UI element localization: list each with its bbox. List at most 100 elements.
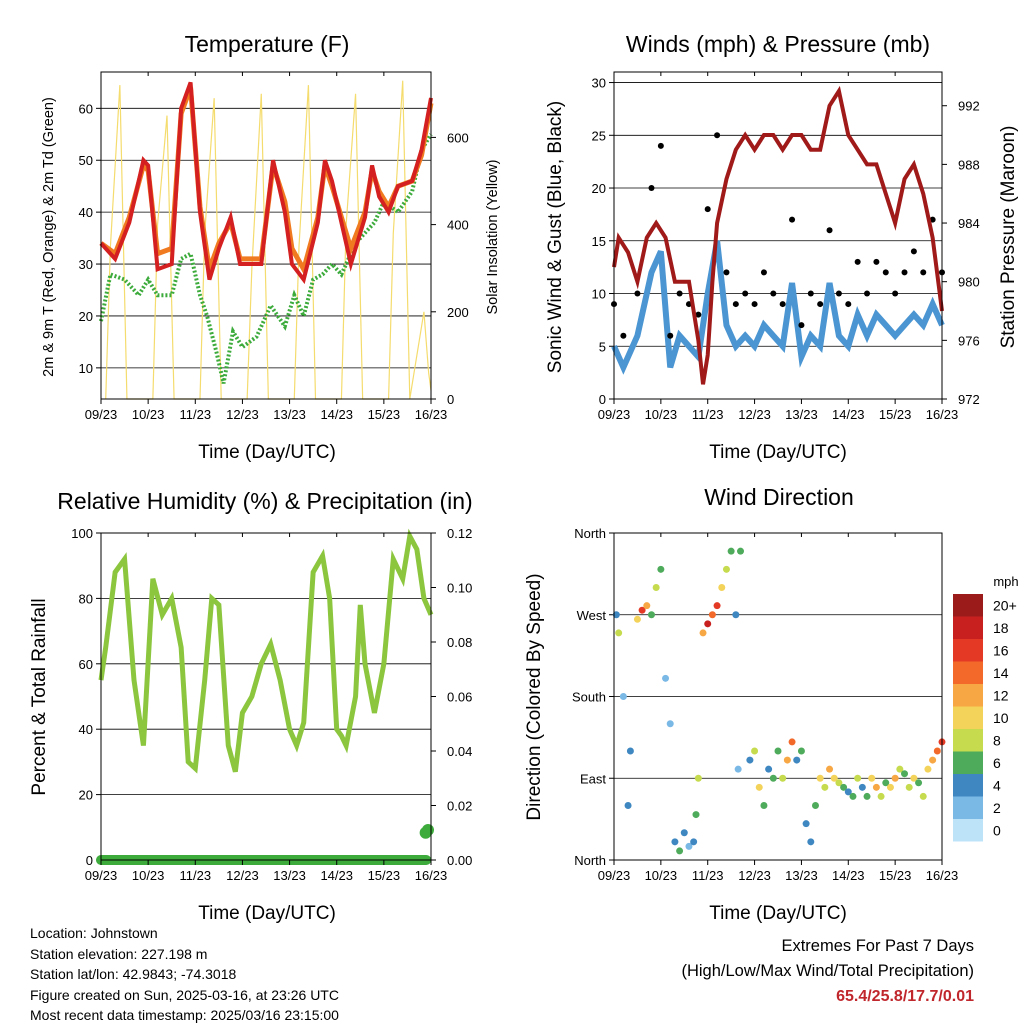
y-tick-label: 20 <box>592 181 606 196</box>
gust-point <box>620 332 627 339</box>
y-tick-label: East <box>580 771 606 786</box>
y-tick-label: 30 <box>592 76 606 91</box>
gust-point <box>676 290 683 297</box>
x-tick-label: 11/23 <box>692 407 724 422</box>
humidity-ylabel-left: Percent & Total Rainfall <box>29 598 50 795</box>
direction-point <box>929 756 937 764</box>
direction-point <box>830 774 838 782</box>
direction-point <box>626 747 634 755</box>
rh-series <box>98 528 434 774</box>
y2-tick-label: 972 <box>958 392 980 407</box>
temperature-ylabel-left: 2m & 9m T (Red, Orange) & 2m Td (Green) <box>41 97 57 377</box>
direction-point <box>685 842 693 850</box>
y-tick-label: 60 <box>79 101 93 116</box>
direction-point <box>666 720 674 728</box>
y2-tick-label: 0.06 <box>447 690 472 705</box>
gust-point <box>657 142 664 149</box>
direction-point <box>765 765 773 773</box>
gust-point <box>667 332 674 339</box>
y-tick-label: 5 <box>599 339 606 354</box>
colorbar-swatch <box>953 684 983 707</box>
precip-point <box>422 824 434 837</box>
y-tick-label: 15 <box>592 234 606 249</box>
y2-tick-label: 976 <box>958 333 980 348</box>
direction-point <box>619 693 627 700</box>
temp-2m-series <box>99 81 433 285</box>
direction-point <box>727 547 735 555</box>
y-tick-label: 80 <box>79 591 93 606</box>
gust-point <box>807 290 814 297</box>
y-tick-label: 0 <box>86 853 93 868</box>
x-tick-label: 15/23 <box>368 868 401 883</box>
gust-point <box>695 311 702 318</box>
x-tick-label: 14/23 <box>320 407 353 422</box>
x-tick-label: 11/23 <box>179 407 211 422</box>
direction-point <box>699 629 707 637</box>
direction-point <box>737 547 745 555</box>
gust-point <box>732 301 739 308</box>
direction-point <box>779 774 787 782</box>
gust-point <box>798 322 805 329</box>
latest-timestamp: Most recent data timestamp: 2025/03/16 2… <box>30 1007 339 1023</box>
gust-point <box>826 227 833 234</box>
y-tick-label: 0 <box>599 392 606 407</box>
y-tick-label: 10 <box>592 287 606 302</box>
x-tick-label: 10/23 <box>132 868 165 883</box>
colorbar-swatch <box>953 819 983 842</box>
gust-point <box>873 258 880 265</box>
x-tick-label: 15/23 <box>368 407 401 422</box>
y-tick-label: 40 <box>79 722 93 737</box>
direction-point <box>657 565 665 573</box>
x-tick-label: 12/23 <box>738 407 771 422</box>
y2-tick-label: 0.02 <box>447 799 472 814</box>
speed-colorbar: 20+ 18 16 14 12 10 8 6 4 2 0 <box>953 594 1017 842</box>
direction-point <box>755 783 763 791</box>
winds-xlabel: Time (Day/UTC) <box>709 442 847 463</box>
direction-point <box>676 847 684 855</box>
x-tick-label: 16/23 <box>926 868 959 883</box>
direction-point <box>835 779 843 787</box>
winds-panel: 0 5 10 15 20 25 30 972 976 980 984 988 992 09/23 10/23… <box>592 71 980 422</box>
direction-point <box>751 747 759 755</box>
x-tick-label: 14/23 <box>832 407 865 422</box>
direction-point <box>680 829 688 837</box>
humidity-title: Relative Humidity (%) & Precipitation (i… <box>57 488 472 514</box>
colorbar-label: 4 <box>993 777 1001 793</box>
station-location: Location: Johnstown <box>30 925 158 941</box>
x-tick-label: 10/23 <box>645 868 678 883</box>
colorbar-label: 2 <box>993 800 1001 816</box>
direction-point <box>849 792 857 800</box>
direction-point <box>647 611 655 619</box>
x-tick-label: 15/23 <box>879 868 912 883</box>
direction-point <box>694 774 702 782</box>
direction-point <box>854 774 862 782</box>
humidity-panel: 0 20 40 60 80 100 0.00 0.02 0.04 0.06 0.08 0.10 0.12… <box>71 526 472 883</box>
colorbar-swatch <box>953 639 983 662</box>
gust-point <box>723 269 730 276</box>
temperature-ylabel-right: Solar Insolation (Yellow) <box>485 159 501 314</box>
y2-tick-label: 200 <box>447 305 469 320</box>
x-tick-label: 09/23 <box>598 407 631 422</box>
x-tick-label: 13/23 <box>785 868 818 883</box>
direction-point <box>821 783 829 791</box>
gust-point <box>751 301 758 308</box>
colorbar-label: 14 <box>993 665 1009 681</box>
plot-frame <box>613 532 943 861</box>
station-elevation: Station elevation: 227.198 m <box>30 945 208 962</box>
y-tick-label: North <box>574 526 606 541</box>
colorbar-swatch <box>953 594 983 617</box>
direction-point <box>793 756 801 764</box>
colorbar-label: 8 <box>993 732 1001 748</box>
direction-point <box>901 770 909 778</box>
gust-point <box>892 290 899 297</box>
x-tick-label: 12/23 <box>226 407 259 422</box>
colorbar-swatch <box>953 796 983 819</box>
colorbar-label: 6 <box>993 755 1001 771</box>
x-tick-label: 09/23 <box>598 868 631 883</box>
direction-point <box>734 765 742 773</box>
gust-point <box>714 132 721 139</box>
plot-frame <box>100 532 432 861</box>
direction-point <box>643 602 651 610</box>
gust-point <box>779 301 786 308</box>
